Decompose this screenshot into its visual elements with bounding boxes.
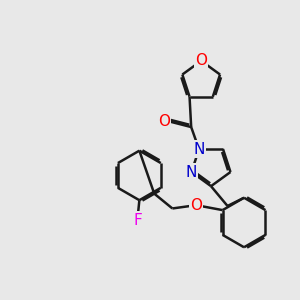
Text: O: O [158, 114, 170, 129]
Text: N: N [193, 142, 205, 157]
Text: O: O [195, 53, 207, 68]
Text: N: N [186, 164, 197, 179]
Text: F: F [133, 212, 142, 227]
Text: O: O [190, 198, 202, 213]
